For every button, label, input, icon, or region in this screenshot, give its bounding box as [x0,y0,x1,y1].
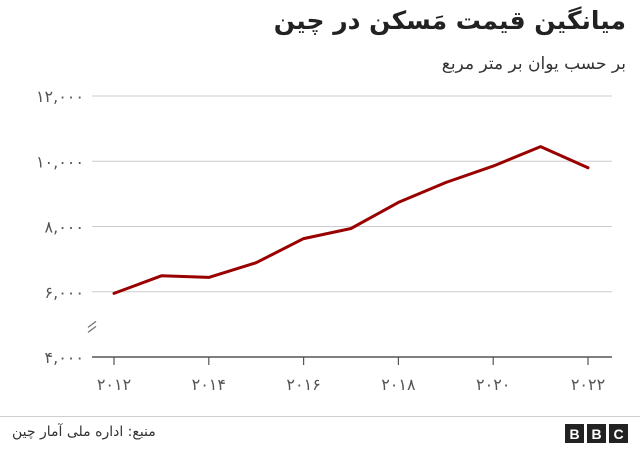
series-layer [112,145,590,295]
y-tick-label: ۱۰,۰۰۰ [36,152,84,171]
gridlines [92,95,612,358]
y-tick-label: ۴,۰۰۰ [45,348,84,367]
y-tick-label: ۱۲,۰۰۰ [36,87,84,106]
x-tick-label: ۲۰۲۰ [476,375,510,394]
chart-subtitle: بر حسب یوان بر متر مربع [441,54,626,74]
series-line [112,145,590,295]
bbc-logo-letter: B [565,424,584,443]
axis-break-stroke [87,325,97,333]
y-tick-label: ۶,۰۰۰ [45,283,84,302]
chart-title: میانگین قیمت مَسکن در چین [273,6,626,35]
x-axis-ticks: ۲۰۱۲ ۲۰۱۴ ۲۰۱۶ ۲۰۱۸ ۲۰۲۰ ۲۰۲۲ [97,357,605,394]
x-tick-label: ۲۰۱۶ [286,375,320,394]
x-tick-label: ۲۰۱۲ [97,375,131,394]
y-tick-label: ۸,۰۰۰ [45,218,84,237]
footer-divider [0,416,640,417]
bbc-logo-letter: C [609,424,628,443]
x-tick-label: ۲۰۱۸ [381,375,416,394]
source-note: منبع: اداره ملی آمار چین [12,424,156,440]
x-tick-label: ۲۰۲۲ [571,375,605,394]
bbc-logo-letter: B [587,424,606,443]
x-tick-label: ۲۰۱۴ [192,375,226,394]
axis-break-stroke [87,320,97,328]
axis-break-icon [87,320,97,333]
y-axis-ticks: ۴,۰۰۰ ۶,۰۰۰ ۸,۰۰۰ ۱۰,۰۰۰ ۱۲,۰۰۰ [36,87,84,367]
line-chart: ۴,۰۰۰ ۶,۰۰۰ ۸,۰۰۰ ۱۰,۰۰۰ ۱۲,۰۰۰ ۲۰۱۲ ۲۰۱۴ ۲۰۱۶… [36,87,612,394]
bbc-logo: B B C [565,424,628,443]
